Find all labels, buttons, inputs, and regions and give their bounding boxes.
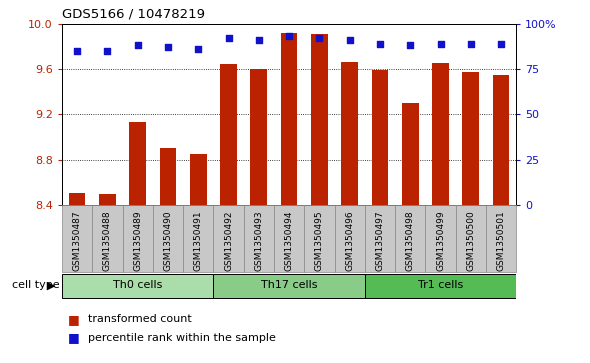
Point bbox=[224, 35, 233, 41]
Bar bbox=[214, 205, 244, 272]
Bar bbox=[432, 63, 449, 205]
Text: ■: ■ bbox=[68, 331, 80, 344]
Bar bbox=[92, 205, 123, 272]
Bar bbox=[342, 62, 358, 205]
Bar bbox=[99, 194, 116, 205]
Text: ▶: ▶ bbox=[47, 280, 55, 290]
Bar bbox=[69, 193, 86, 205]
Text: GSM1350497: GSM1350497 bbox=[375, 211, 385, 271]
Point bbox=[284, 33, 294, 39]
Text: GSM1350487: GSM1350487 bbox=[73, 211, 81, 271]
Bar bbox=[365, 274, 516, 298]
Bar bbox=[486, 205, 516, 272]
Point bbox=[133, 42, 142, 48]
Text: GSM1350491: GSM1350491 bbox=[194, 211, 203, 271]
Bar bbox=[274, 205, 304, 272]
Text: GSM1350489: GSM1350489 bbox=[133, 211, 142, 271]
Point bbox=[496, 41, 506, 46]
Text: GSM1350492: GSM1350492 bbox=[224, 211, 233, 271]
Bar bbox=[123, 205, 153, 272]
Point bbox=[375, 41, 385, 46]
Text: GSM1350496: GSM1350496 bbox=[345, 211, 354, 271]
Bar bbox=[304, 205, 335, 272]
Point bbox=[163, 44, 173, 50]
Point bbox=[345, 37, 355, 43]
Text: Tr1 cells: Tr1 cells bbox=[418, 280, 463, 290]
Text: cell type: cell type bbox=[12, 280, 60, 290]
Bar bbox=[153, 205, 183, 272]
Point bbox=[103, 48, 112, 54]
Text: GSM1350501: GSM1350501 bbox=[497, 211, 506, 271]
Text: GSM1350495: GSM1350495 bbox=[315, 211, 324, 271]
Point bbox=[466, 41, 476, 46]
Bar bbox=[365, 205, 395, 272]
Bar bbox=[251, 69, 267, 205]
Bar bbox=[129, 122, 146, 205]
Text: GSM1350494: GSM1350494 bbox=[284, 211, 294, 271]
Bar bbox=[62, 274, 214, 298]
Bar bbox=[281, 33, 297, 205]
Bar bbox=[62, 205, 92, 272]
Bar bbox=[463, 72, 479, 205]
Text: transformed count: transformed count bbox=[88, 314, 192, 325]
Text: ■: ■ bbox=[68, 313, 80, 326]
Bar bbox=[425, 205, 455, 272]
Bar bbox=[311, 34, 327, 205]
Bar bbox=[455, 205, 486, 272]
Text: GSM1350493: GSM1350493 bbox=[254, 211, 263, 271]
Bar bbox=[220, 64, 237, 205]
Point bbox=[436, 41, 445, 46]
Text: Th17 cells: Th17 cells bbox=[261, 280, 317, 290]
Text: GSM1350490: GSM1350490 bbox=[163, 211, 172, 271]
Bar bbox=[372, 70, 388, 205]
Text: percentile rank within the sample: percentile rank within the sample bbox=[88, 333, 276, 343]
Bar bbox=[214, 274, 365, 298]
Bar bbox=[190, 154, 206, 205]
Text: GSM1350500: GSM1350500 bbox=[466, 211, 476, 271]
Text: GSM1350499: GSM1350499 bbox=[436, 211, 445, 271]
Bar bbox=[160, 148, 176, 205]
Point bbox=[314, 35, 324, 41]
Text: GDS5166 / 10478219: GDS5166 / 10478219 bbox=[62, 8, 205, 21]
Point bbox=[405, 42, 415, 48]
Bar bbox=[244, 205, 274, 272]
Point bbox=[73, 48, 82, 54]
Text: GSM1350498: GSM1350498 bbox=[406, 211, 415, 271]
Bar bbox=[395, 205, 425, 272]
Bar bbox=[335, 205, 365, 272]
Bar bbox=[402, 103, 418, 205]
Bar bbox=[493, 75, 509, 205]
Point bbox=[194, 46, 203, 52]
Point bbox=[254, 37, 264, 43]
Text: Th0 cells: Th0 cells bbox=[113, 280, 162, 290]
Text: GSM1350488: GSM1350488 bbox=[103, 211, 112, 271]
Bar bbox=[183, 205, 214, 272]
